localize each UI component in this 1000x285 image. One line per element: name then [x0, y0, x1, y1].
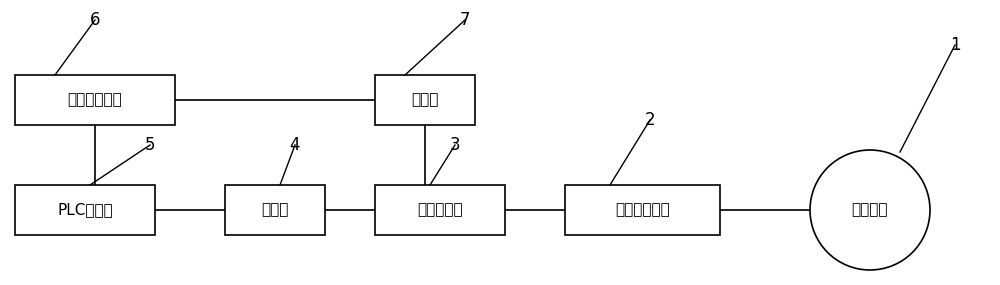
- Text: 4: 4: [290, 136, 300, 154]
- Bar: [15, 185, 155, 235]
- Text: 编码器: 编码器: [411, 93, 439, 107]
- Text: 2: 2: [645, 111, 655, 129]
- Text: 高速计数模块: 高速计数模块: [68, 93, 122, 107]
- Text: 6: 6: [90, 11, 100, 29]
- Bar: [375, 75, 475, 125]
- Text: 7: 7: [460, 11, 470, 29]
- Bar: [15, 75, 175, 125]
- Text: 3: 3: [450, 136, 460, 154]
- Text: 变频器: 变频器: [261, 203, 289, 217]
- Circle shape: [810, 150, 930, 270]
- Text: 5: 5: [145, 136, 155, 154]
- Bar: [375, 185, 505, 235]
- Text: 收放料减速机: 收放料减速机: [615, 203, 670, 217]
- Text: 1: 1: [950, 36, 960, 54]
- Bar: [565, 185, 720, 235]
- Text: PLC控制器: PLC控制器: [57, 203, 113, 217]
- Text: 收放料电机: 收放料电机: [417, 203, 463, 217]
- Bar: [225, 185, 325, 235]
- Text: 收放料卷: 收放料卷: [852, 203, 888, 217]
